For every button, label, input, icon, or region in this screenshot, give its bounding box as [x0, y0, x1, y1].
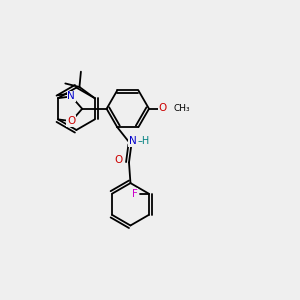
Text: O: O: [115, 155, 123, 165]
Text: N: N: [68, 92, 75, 101]
Text: CH₃: CH₃: [174, 104, 190, 113]
Text: –H: –H: [138, 136, 150, 146]
Text: N: N: [129, 136, 137, 146]
Text: F: F: [132, 189, 138, 199]
Text: O: O: [67, 116, 75, 126]
Text: O: O: [159, 103, 167, 113]
